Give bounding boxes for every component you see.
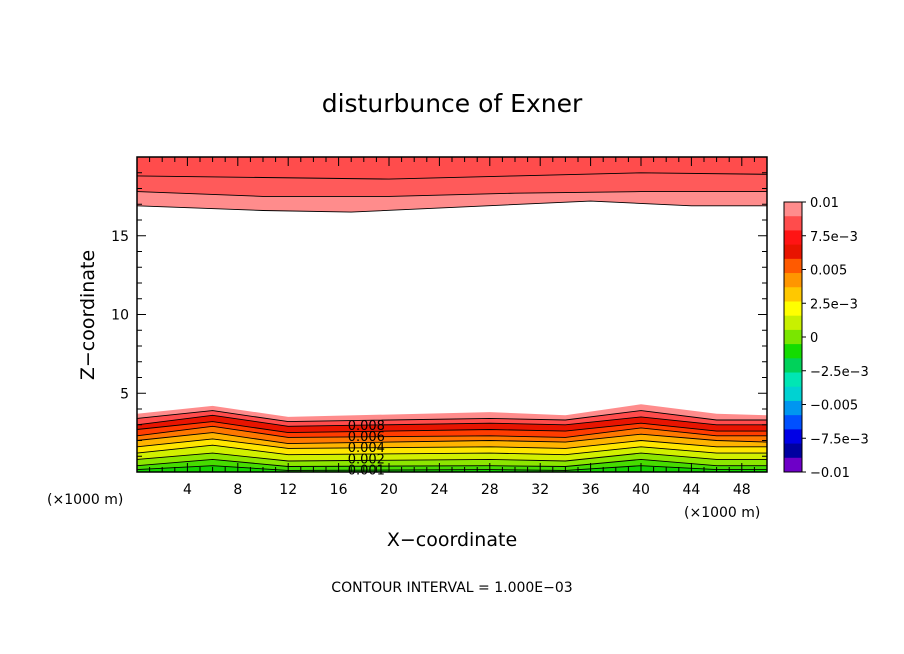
- x-tick-label: 32: [531, 482, 549, 498]
- colorbar-swatch-12: [784, 372, 802, 388]
- colorbar-swatch-13: [784, 386, 802, 402]
- x-axis-label: X−coordinate: [387, 529, 517, 551]
- y-tick-label: 15: [111, 229, 129, 245]
- colorbar-swatch-1: [784, 216, 802, 231]
- colorbar-swatch-2: [784, 230, 802, 246]
- x-tick-label: 16: [330, 482, 348, 498]
- x-tick-label: 24: [430, 482, 448, 498]
- y-tick-label: 5: [120, 386, 129, 402]
- lower-contour-line-7: [136, 444, 767, 456]
- x-tick-label: 20: [380, 482, 398, 498]
- colorbar-swatch-15: [784, 415, 802, 430]
- lower-contour-line-9: [136, 458, 767, 467]
- colorbar-label-3: 2.5e−3: [810, 297, 858, 312]
- upper-contour-line-2: [136, 172, 768, 180]
- contour-lines: [136, 172, 768, 471]
- colorbar-swatch-10: [784, 344, 802, 359]
- x-tick-label: 28: [481, 482, 499, 498]
- colorbar: 0.01 7.5e−3 0.005 2.5e−3 0 −2.5e−3 −0.005 −7.5e…: [783, 196, 869, 481]
- colorbar-swatch-6: [784, 287, 802, 302]
- contour-interval-note: CONTOUR INTERVAL = 1.000E−03: [331, 580, 572, 596]
- x-tick-label: 4: [183, 482, 192, 498]
- contour-label-0: 0.008: [348, 419, 385, 434]
- colorbar-label-2: 0.005: [810, 264, 847, 279]
- colorbar-swatch-7: [784, 301, 802, 317]
- colorbar-swatch-17: [784, 443, 802, 459]
- contour-label-2: 0.004: [348, 441, 385, 456]
- contour-label-4: 0.001: [348, 464, 385, 479]
- lower-contour-line-3: [136, 421, 767, 434]
- colorbar-swatch-9: [784, 329, 802, 345]
- y-axis-label: Z−coordinate: [77, 250, 99, 380]
- lower-contour-line-8: [136, 452, 767, 462]
- upper-contour-line-0: [136, 200, 767, 213]
- colorbar-label-1: 7.5e−3: [810, 230, 858, 245]
- colorbar-label-6: −0.005: [810, 399, 858, 414]
- x-tick-label: 12: [279, 482, 297, 498]
- lower-contour-line-5: [136, 432, 768, 445]
- contour-label-3: 0.002: [348, 453, 385, 468]
- y-tick-label: 10: [111, 308, 129, 324]
- colorbar-swatch-14: [784, 400, 802, 416]
- y-axis-ticks: 5 10 15: [111, 172, 767, 457]
- colorbar-label-4: 0: [810, 331, 818, 346]
- x-tick-label: 48: [733, 482, 751, 498]
- contour-label-1: 0.006: [348, 430, 385, 445]
- x-tick-label: 44: [682, 482, 700, 498]
- x-axis-ticks: 4 8 12 16 20 24 28 32 36 40 44 48: [149, 157, 755, 498]
- colorbar-label-5: −2.5e−3: [810, 365, 869, 380]
- x-unit-left: (×1000 m): [47, 492, 123, 508]
- x-tick-label: 8: [233, 482, 242, 498]
- lower-contour-line-4: [136, 425, 767, 438]
- colorbar-swatch-11: [784, 358, 802, 373]
- x-unit-right: (×1000 m): [684, 505, 760, 521]
- upper-contour-line-1: [136, 191, 767, 197]
- chart-title: disturbunce of Exner: [322, 89, 583, 118]
- colorbar-swatch-18: [784, 457, 802, 473]
- x-tick-label: 40: [632, 482, 650, 498]
- colorbar-swatch-3: [784, 244, 802, 260]
- colorbar-swatch-5: [784, 273, 802, 288]
- colorbar-label-0: 0.01: [810, 196, 839, 211]
- colorbar-swatch-0: [784, 202, 802, 217]
- lower-contour-line-6: [136, 438, 767, 449]
- lower-contour-line-1: [136, 410, 767, 423]
- colorbar-label-8: −0.01: [810, 466, 850, 481]
- colorbar-swatch-16: [784, 429, 802, 444]
- colorbar-swatch-8: [784, 315, 802, 331]
- colorbar-swatch-4: [784, 258, 802, 274]
- lower-contour-line-2: [136, 414, 767, 427]
- colorbar-label-7: −7.5e−3: [810, 432, 869, 447]
- upper-layer-fill-2: [137, 157, 767, 180]
- x-tick-label: 36: [582, 482, 600, 498]
